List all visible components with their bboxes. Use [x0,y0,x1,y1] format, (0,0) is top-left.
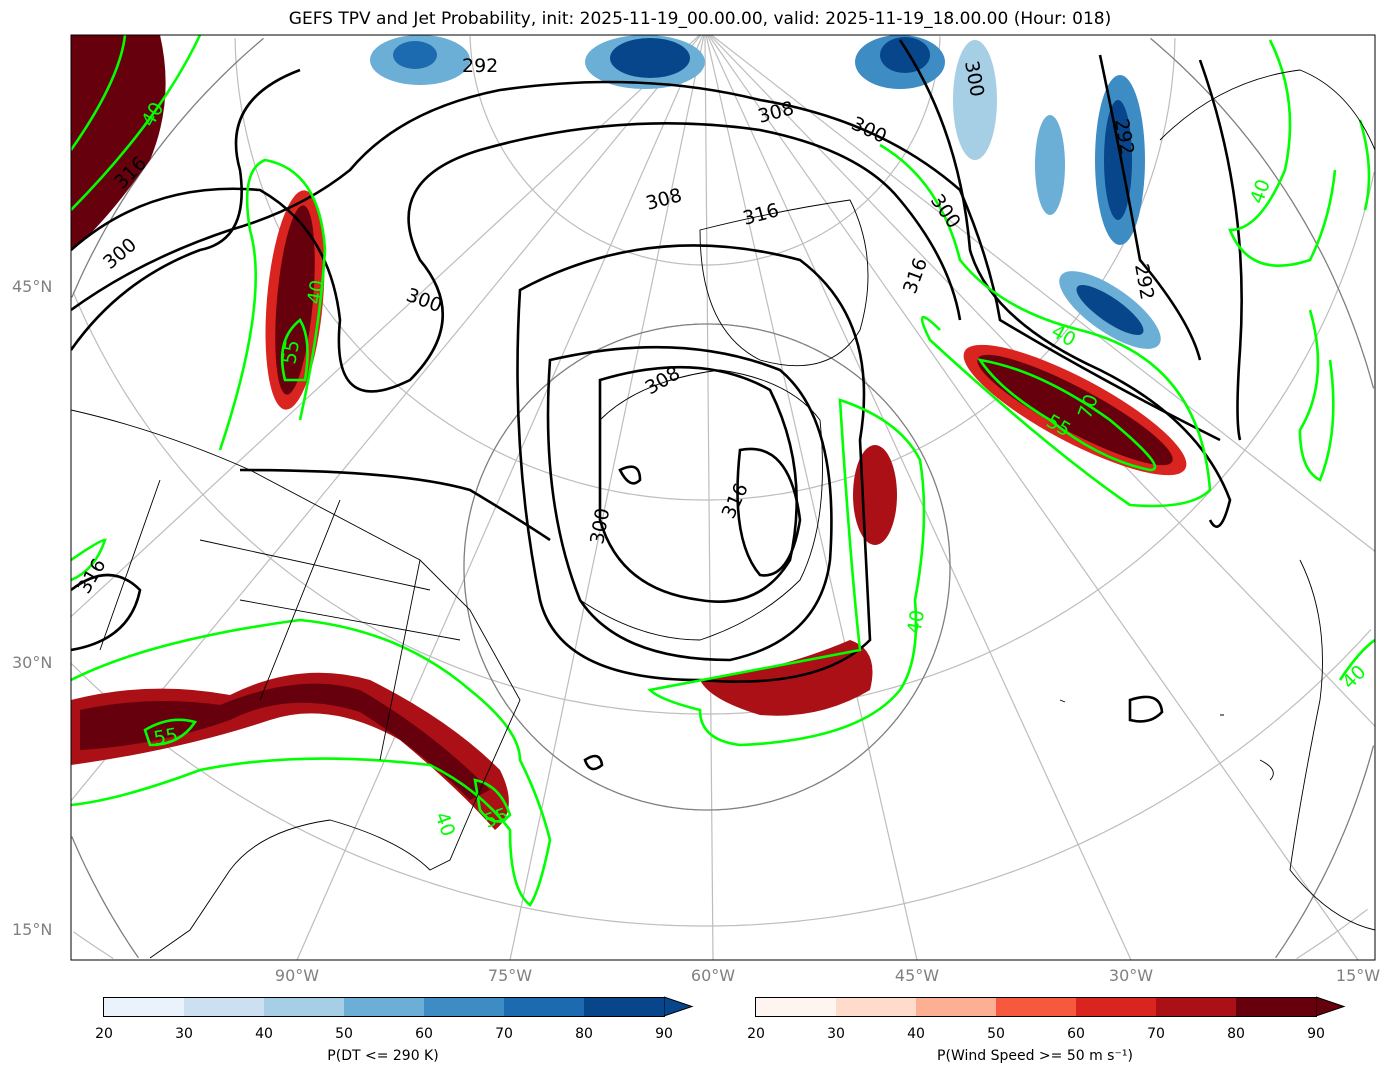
colorbar-swatches [103,997,665,1017]
colorbar-tick: 60 [1067,1026,1085,1042]
tpv-probability-shading [370,35,1161,349]
colorbar-tick: 40 [255,1026,273,1042]
latitude-circle [71,629,1372,927]
lat-label: 15°N [12,920,53,939]
color-swatch [996,998,1076,1016]
jet-probability-shading [71,35,1187,830]
lon-label: 15°W [1335,966,1381,985]
meridian-line [705,35,918,960]
color-swatch [504,998,584,1016]
reference-circle [463,323,951,811]
color-swatch [424,998,504,1016]
lat-label: 45°N [12,277,53,296]
lon-label: 45°W [894,966,940,985]
extend-max-arrow [1316,996,1346,1017]
colorbar-label: P(DT <= 290 K) [327,1048,439,1064]
theta-label: 292 [462,55,498,77]
colorbar-tick: 90 [655,1026,673,1042]
colorbar-tick: 40 [907,1026,925,1042]
meridian-line [704,35,714,960]
wind-contours [71,35,1375,907]
color-swatch [756,998,836,1016]
color-swatch [344,998,424,1016]
color-swatch [836,998,916,1016]
wind-label: 55 [152,724,180,750]
colorbar-label: P(Wind Speed >= 50 m s⁻¹) [937,1048,1133,1064]
colorbar-swatches [755,997,1317,1017]
colorbar-tick: 60 [415,1026,433,1042]
wind-label: 40 [303,278,329,306]
colorbar-tick: 70 [495,1026,513,1042]
color-swatch [1236,998,1316,1016]
colorbar-tick: 20 [95,1026,113,1042]
meridian-line [296,35,704,960]
colorbar-tick: 90 [1307,1026,1325,1042]
color-swatch [1156,998,1236,1016]
lon-label: 90°W [274,966,320,985]
reference-circle-large [71,37,1375,959]
lon-label: 60°W [690,966,736,985]
wind-label: 40 [903,608,929,636]
colorbar-tick: 30 [827,1026,845,1042]
colorbar-tick: 50 [987,1026,1005,1042]
color-swatch [1076,998,1156,1016]
meridian-line [71,35,702,802]
colorbar-tick: 70 [1147,1026,1165,1042]
lon-label: 30°W [1108,966,1154,985]
graticule [71,35,1375,960]
latitude-circle [73,908,1368,960]
wind-label: 55 [278,338,304,366]
meridian-line [509,35,705,960]
color-swatch [104,998,184,1016]
colorbar-tick: 80 [575,1026,593,1042]
meridian-line [708,35,1359,960]
coastlines-borders [71,69,1375,959]
lat-label: 30°N [12,653,53,672]
extend-max-arrow [664,996,694,1017]
meridian-line [711,35,1375,552]
meridian-line [706,35,1132,960]
colorbar-tick: 50 [335,1026,353,1042]
color-swatch [184,998,264,1016]
meridian-line [71,35,701,618]
color-swatch [584,998,664,1016]
color-swatch [916,998,996,1016]
lon-label: 75°W [487,966,533,985]
map-frame [70,34,1376,961]
theta-contours [71,39,1243,771]
colorbar-tick: 20 [747,1026,765,1042]
colorbar-tick: 30 [175,1026,193,1042]
map-title: GEFS TPV and Jet Probability, init: 2025… [288,9,1112,29]
color-swatch [264,998,344,1016]
colorbar-tick: 80 [1227,1026,1245,1042]
